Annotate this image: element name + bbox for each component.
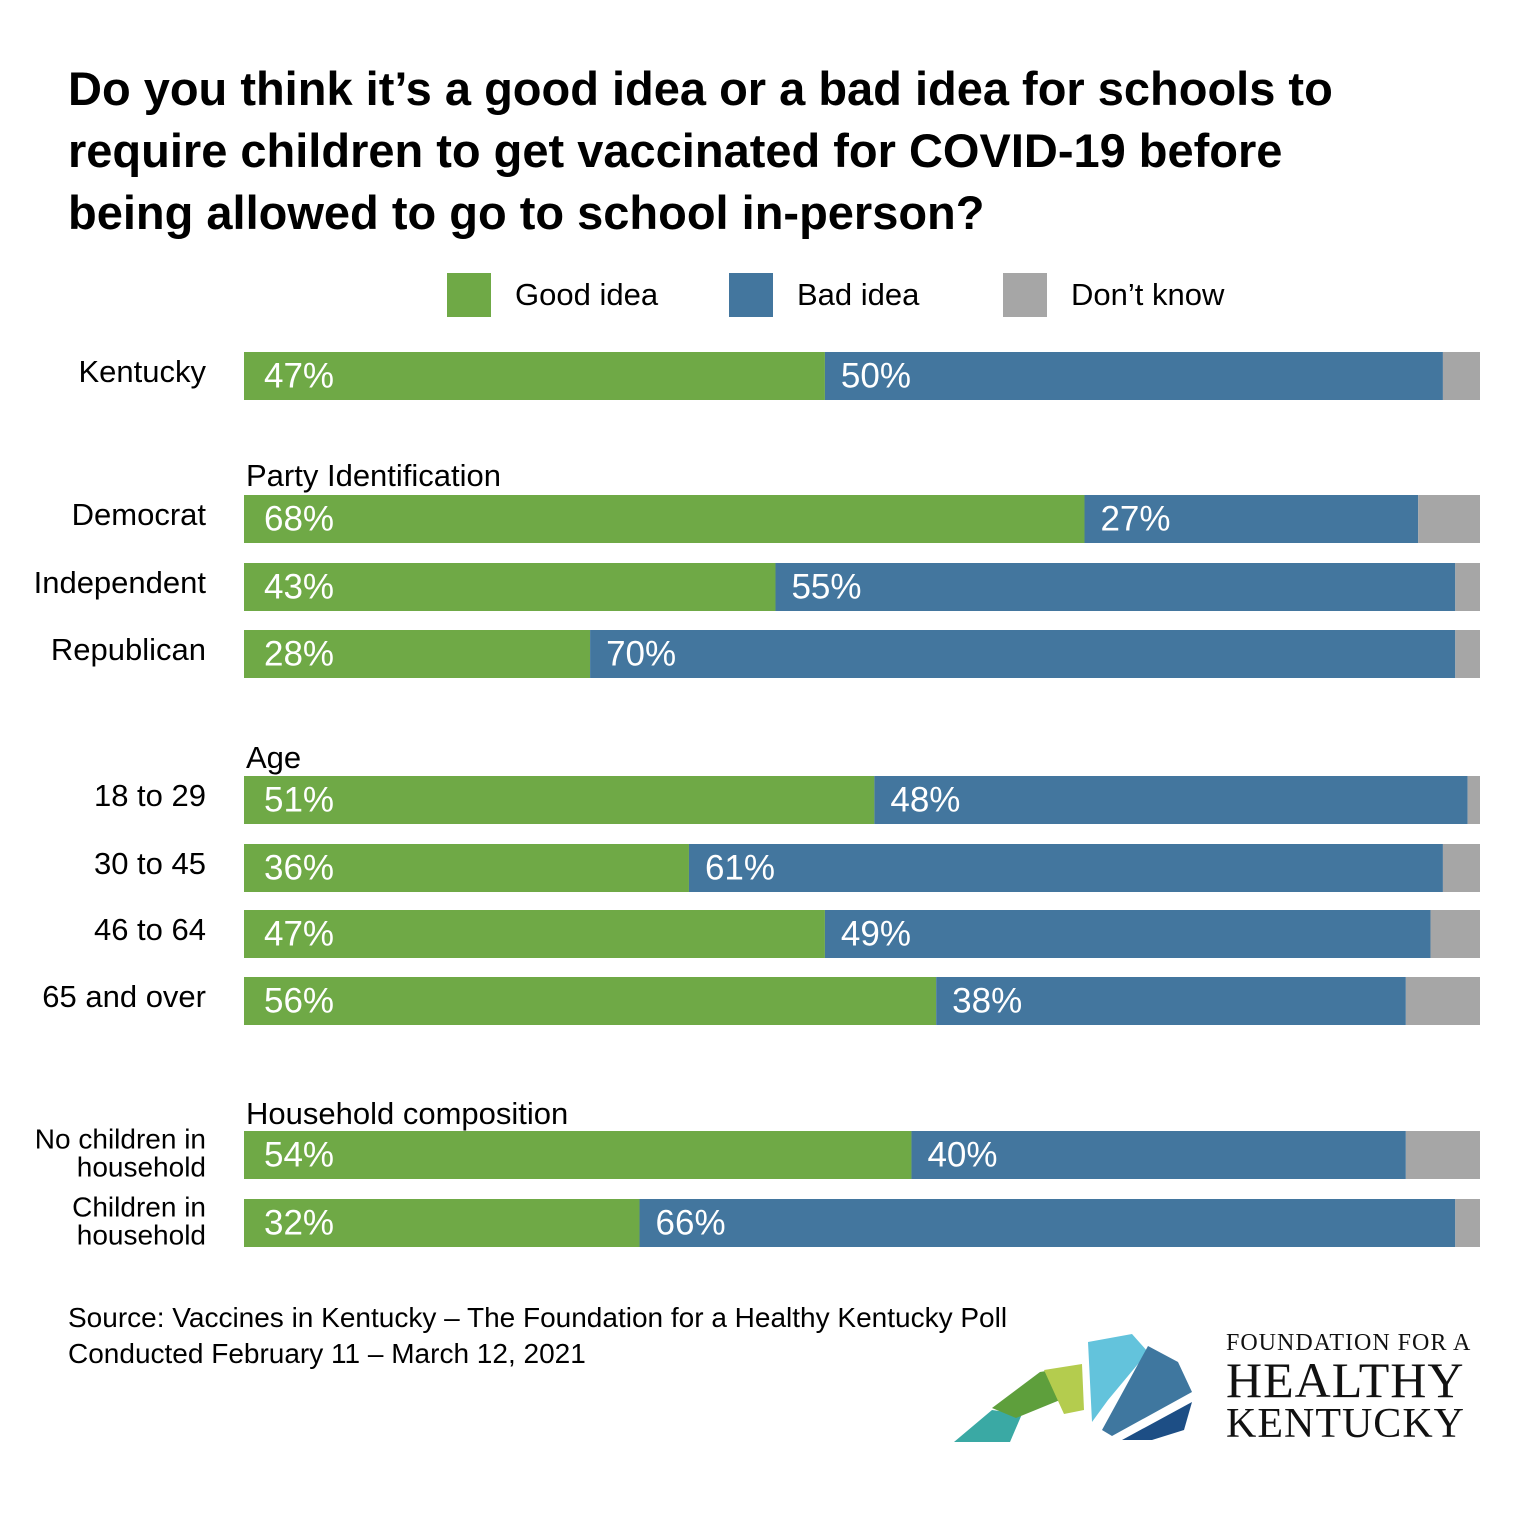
data-label-good: 36%: [264, 848, 334, 887]
legend-label-dont-know: Don’t know: [1071, 277, 1225, 312]
data-label-bad: 27%: [1100, 499, 1170, 538]
category-label: Kentucky: [78, 354, 206, 389]
group-heading: Household composition: [246, 1096, 568, 1131]
bar-bad: [775, 563, 1456, 611]
chart-title-line-1: Do you think it’s a good idea or a bad i…: [68, 62, 1333, 115]
bar-bad: [1084, 495, 1419, 543]
legend-item-good: Good idea: [447, 272, 658, 318]
bar-bad: [639, 1199, 1456, 1247]
category-label: Republican: [51, 632, 206, 667]
bar-dont-know: [1455, 1199, 1480, 1247]
bar-dont-know: [1442, 844, 1480, 892]
data-label-good: 47%: [264, 356, 334, 395]
category-label: Independent: [34, 565, 207, 600]
data-label-good: 68%: [264, 499, 334, 538]
data-label-good: 54%: [264, 1135, 334, 1174]
bar-bad: [936, 977, 1406, 1025]
data-label-good: 47%: [264, 914, 334, 953]
chart-title-line-2: require children to get vaccinated for C…: [68, 124, 1283, 177]
category-label: 30 to 45: [94, 846, 206, 881]
legend-swatch-bad: [729, 273, 773, 317]
legend-item-bad: Bad idea: [729, 272, 919, 318]
bar-dont-know: [1405, 977, 1480, 1025]
bar-good: [244, 495, 1085, 543]
bar-bad: [874, 776, 1468, 824]
bar-dont-know: [1467, 776, 1480, 824]
logo-line-2: HEALTHY: [1226, 1352, 1465, 1408]
bar-good: [244, 1131, 912, 1179]
bar-dont-know: [1418, 495, 1480, 543]
bar-good: [244, 910, 825, 958]
data-label-good: 32%: [264, 1203, 334, 1242]
chart-legend: Good idea Bad idea Don’t know: [0, 272, 1536, 320]
chart-title-line-3: being allowed to go to school in-person?: [68, 186, 985, 239]
data-label-bad: 48%: [890, 780, 960, 819]
logo-shape-teal: [954, 1410, 1022, 1442]
chart-title: Do you think it’s a good idea or a bad i…: [68, 58, 1488, 244]
source-line-2: Conducted February 11 – March 12, 2021: [68, 1338, 586, 1369]
logo-line-1: FOUNDATION FOR A: [1226, 1330, 1472, 1356]
legend-item-dont-know: Don’t know: [1003, 272, 1224, 318]
category-label: 65 and over: [42, 979, 206, 1014]
category-label: 46 to 64: [94, 912, 206, 947]
data-label-good: 56%: [264, 981, 334, 1020]
data-label-good: 28%: [264, 634, 334, 673]
category-label: Democrat: [72, 497, 207, 532]
bar-bad: [911, 1131, 1406, 1179]
source-line-1: Source: Vaccines in Kentucky – The Found…: [68, 1302, 1008, 1333]
kentucky-map-logo-icon: [954, 1334, 1192, 1442]
bar-dont-know: [1442, 352, 1480, 400]
data-label-bad: 38%: [952, 981, 1022, 1020]
bar-dont-know: [1430, 910, 1480, 958]
group-heading: Party Identification: [246, 458, 501, 493]
bar-good: [244, 844, 689, 892]
category-label: household: [77, 1219, 206, 1250]
logo-shape-green: [992, 1370, 1060, 1418]
logo-line-3: KENTUCKY: [1226, 1401, 1465, 1447]
data-label-good: 43%: [264, 567, 334, 606]
bar-dont-know: [1455, 630, 1480, 678]
bar-dont-know: [1405, 1131, 1480, 1179]
logo-shape-sky: [1088, 1334, 1148, 1422]
legend-swatch-dont-know: [1003, 273, 1047, 317]
group-heading: Age: [246, 740, 301, 775]
data-label-bad: 50%: [841, 356, 911, 395]
data-label-bad: 40%: [927, 1135, 997, 1174]
bar-bad: [590, 630, 1456, 678]
bar-bad: [824, 352, 1443, 400]
data-label-bad: 49%: [841, 914, 911, 953]
data-label-bad: 55%: [791, 567, 861, 606]
category-label: Children in: [72, 1191, 206, 1222]
bar-good: [244, 776, 875, 824]
category-label: No children in: [35, 1123, 206, 1154]
data-label-bad: 66%: [656, 1203, 726, 1242]
bar-good: [244, 1199, 640, 1247]
category-label: 18 to 29: [94, 778, 206, 813]
legend-label-good: Good idea: [515, 277, 659, 312]
data-label-bad: 70%: [606, 634, 676, 673]
category-label: household: [77, 1151, 206, 1182]
logo-shape-lime: [1044, 1364, 1084, 1414]
bar-bad: [824, 910, 1431, 958]
legend-swatch-good: [447, 273, 491, 317]
logo-wordmark: FOUNDATION FOR A HEALTHY KENTUCKY: [1226, 1330, 1471, 1445]
logo-shape-blue: [1102, 1346, 1192, 1436]
legend-label-bad: Bad idea: [797, 277, 920, 312]
bar-good: [244, 563, 776, 611]
bar-good: [244, 977, 937, 1025]
logo-shape-navy: [1122, 1402, 1192, 1440]
bar-good: [244, 352, 825, 400]
bar-bad: [688, 844, 1443, 892]
data-label-bad: 61%: [705, 848, 775, 887]
data-label-good: 51%: [264, 780, 334, 819]
source-note: Source: Vaccines in Kentucky – The Found…: [68, 1300, 1007, 1372]
bar-dont-know: [1455, 563, 1480, 611]
bar-good: [244, 630, 591, 678]
